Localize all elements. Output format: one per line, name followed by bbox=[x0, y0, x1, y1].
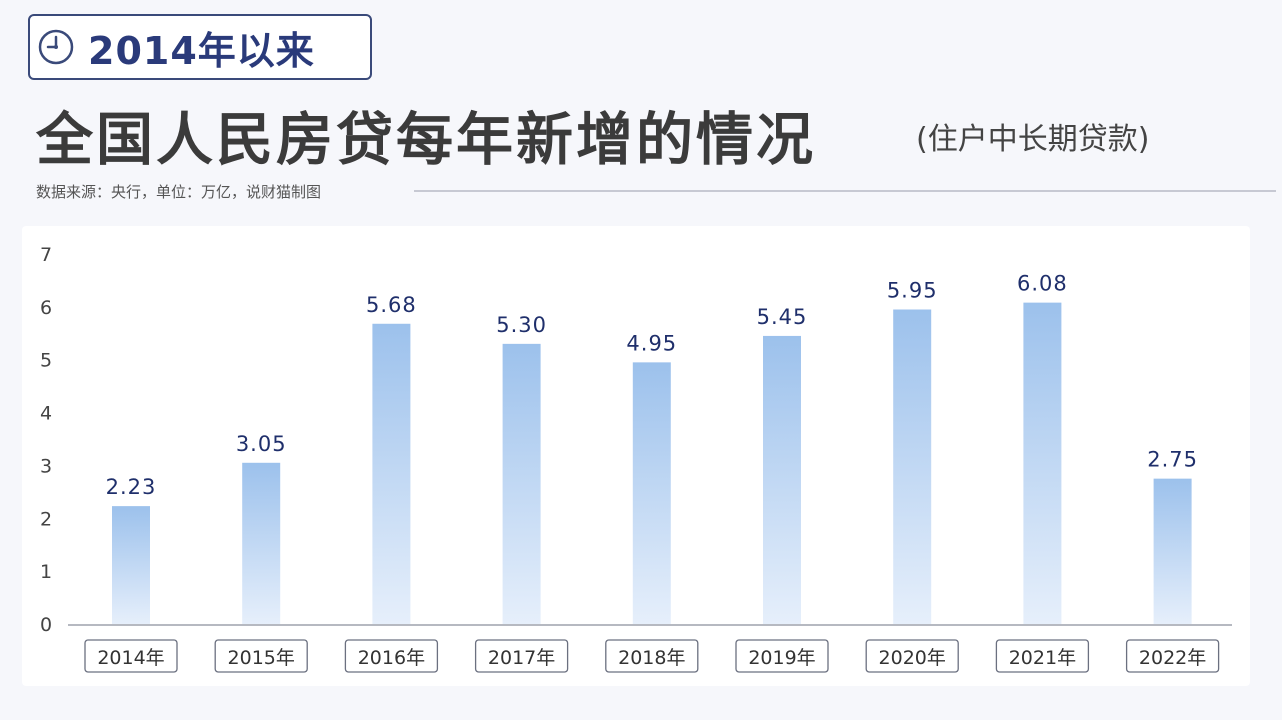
x-tick-box bbox=[605, 639, 699, 673]
bar bbox=[242, 462, 281, 624]
x-tick-box bbox=[344, 639, 439, 673]
y-tick-label: 3 bbox=[40, 455, 52, 477]
data-label: 5.45 bbox=[757, 305, 808, 329]
data-label: 4.95 bbox=[626, 331, 677, 355]
y-tick-label: 7 bbox=[40, 244, 52, 266]
badge-label: 2014年以来 bbox=[88, 28, 315, 73]
y-tick-label: 2 bbox=[40, 508, 52, 530]
x-tick-label: 2021年 bbox=[1009, 647, 1076, 669]
data-label: 5.30 bbox=[496, 313, 547, 337]
bar bbox=[1153, 478, 1192, 624]
x-tick-label: 2020年 bbox=[879, 647, 946, 669]
x-tick-label: 2014年 bbox=[97, 647, 164, 669]
bar bbox=[763, 335, 801, 624]
data-label: 5.95 bbox=[887, 279, 938, 303]
page-subtitle: (住户中长期贷款) bbox=[916, 122, 1150, 157]
period-badge: 2014年以来 bbox=[28, 14, 372, 80]
y-tick-label: 0 bbox=[40, 614, 52, 636]
data-label: 3.05 bbox=[236, 432, 287, 456]
x-tick-box bbox=[735, 639, 829, 673]
data-label: 5.68 bbox=[366, 293, 417, 317]
x-tick-box bbox=[865, 639, 959, 673]
x-tick-label: 2022年 bbox=[1139, 647, 1206, 669]
bar bbox=[632, 362, 671, 624]
bar bbox=[502, 343, 541, 624]
x-tick-label: 2017年 bbox=[488, 647, 555, 669]
x-tick-label: 2018年 bbox=[618, 647, 685, 669]
bar bbox=[893, 309, 932, 624]
data-label: 2.75 bbox=[1147, 448, 1198, 472]
data-label: 2.23 bbox=[106, 475, 157, 499]
x-tick-box bbox=[474, 639, 569, 673]
x-tick-box bbox=[1125, 639, 1220, 673]
y-tick-label: 1 bbox=[40, 561, 52, 583]
page-title: 全国人民房贷每年新增的情况 bbox=[36, 107, 816, 173]
clock-icon bbox=[36, 27, 76, 67]
bar bbox=[372, 323, 411, 624]
bar bbox=[112, 506, 150, 624]
x-tick-label: 2019年 bbox=[748, 647, 815, 669]
y-tick-label: 5 bbox=[40, 350, 52, 372]
x-tick-box bbox=[84, 639, 178, 673]
y-tick-label: 6 bbox=[40, 297, 52, 319]
y-tick-label: 4 bbox=[40, 403, 52, 425]
x-tick-box bbox=[214, 639, 308, 673]
data-source: 数据来源：央行，单位：万亿，说财猫制图 bbox=[36, 183, 322, 201]
x-tick-label: 2015年 bbox=[228, 647, 295, 669]
source-divider bbox=[414, 190, 1276, 192]
data-label: 6.08 bbox=[1017, 272, 1068, 296]
x-tick-box bbox=[995, 639, 1090, 673]
x-tick-label: 2016年 bbox=[358, 647, 425, 669]
bar bbox=[1023, 302, 1062, 624]
